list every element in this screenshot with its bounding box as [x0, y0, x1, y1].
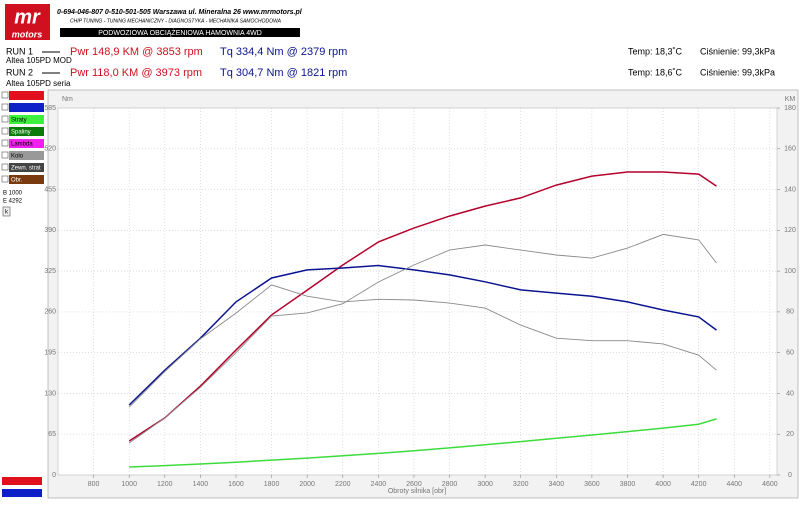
y-unit: Nm — [62, 96, 73, 103]
checkbox[interactable] — [1, 151, 9, 159]
y2-tick-label: 120 — [784, 227, 796, 234]
sidebar-label: Straty — [11, 118, 27, 124]
y2-tick-label: 80 — [786, 309, 794, 316]
run-torque: Tq 304,7 Nm @ 1821 rpm — [220, 67, 347, 79]
x-tick-label: 1400 — [193, 481, 209, 488]
x-tick-label: 2400 — [371, 481, 387, 488]
sidebar-label: Kolo — [11, 154, 24, 160]
y-tick-label: 65 — [48, 431, 56, 438]
services: CHIP TUNING - TUNING MECHANICZNY - DIAGN… — [70, 18, 282, 24]
y-tick-label: 130 — [44, 390, 56, 397]
x-tick-label: 3400 — [549, 481, 565, 488]
x-tick-label: 2000 — [299, 481, 315, 488]
checkbox[interactable] — [1, 115, 9, 123]
sidebar: Straty Spaliny Lambda Kolo Zewn. strat O… — [1, 91, 44, 497]
plot-area — [57, 107, 778, 476]
checkbox[interactable] — [1, 103, 9, 111]
run-label: RUN 1 — [6, 46, 33, 56]
x-tick-label: 1800 — [264, 481, 280, 488]
banner: PODWOZIOWA OBCIĄŻENIOWA HAMOWNIA 4WD — [98, 28, 262, 37]
run-temp: Temp: 18,6˚C — [628, 67, 683, 77]
series-line — [128, 171, 717, 442]
range-end: E 4292 — [3, 199, 23, 205]
run-car: Altea 105PD MOD — [6, 56, 72, 65]
run-swatch — [2, 489, 42, 497]
button[interactable] — [2, 206, 11, 217]
y2-unit: KM — [785, 96, 796, 103]
button-label[interactable]: k — [5, 210, 9, 216]
x-tick-label: 4600 — [762, 481, 778, 488]
x-tick-label: 800 — [88, 481, 100, 488]
x-tick-label: 4000 — [655, 481, 671, 488]
run-temp: Temp: 18,3˚C — [628, 46, 683, 56]
x-tick-label: 1600 — [228, 481, 244, 488]
x-tick-label: 2800 — [442, 481, 458, 488]
x-tick-label: 1200 — [157, 481, 173, 488]
run-pressure: Ciśnienie: 99,3kPa — [700, 67, 775, 77]
x-tick-label: 1000 — [121, 481, 137, 488]
x-tick-label: 3000 — [477, 481, 493, 488]
series-line — [129, 418, 717, 468]
run-power: Pwr 118,0 KM @ 3973 rpm — [70, 67, 202, 79]
series-swatch — [9, 163, 44, 172]
y-tick-label: 325 — [44, 268, 56, 275]
logo-bottom: motors — [12, 29, 43, 39]
sidebar-label: Lambda — [11, 142, 33, 148]
checkbox[interactable] — [1, 127, 9, 135]
series-swatch — [9, 139, 44, 148]
series-swatch — [9, 127, 44, 136]
sidebar-label: Spaliny — [11, 130, 31, 136]
run-car: Altea 105PD seria — [6, 79, 71, 88]
series-swatch — [9, 175, 44, 184]
y-tick-label: 455 — [44, 186, 56, 193]
checkbox[interactable] — [1, 91, 9, 99]
y2-tick-label: 140 — [784, 186, 796, 193]
y-tick-label: 195 — [44, 350, 56, 357]
checkbox[interactable] — [1, 163, 9, 171]
series-line — [128, 264, 717, 406]
range-begin: B 1000 — [3, 191, 23, 197]
run-label: RUN 2 — [6, 67, 33, 77]
y-tick-label: 390 — [44, 227, 56, 234]
series-swatch — [9, 91, 44, 100]
y2-tick-label: 60 — [786, 350, 794, 357]
x-axis-label: Obroty silnika [obr] — [388, 488, 446, 495]
series-line — [128, 233, 717, 444]
contact: 0-694-046-807 0-510-501-505 Warszawa ul.… — [57, 9, 303, 16]
y2-tick-label: 100 — [784, 268, 796, 275]
x-tick-label: 3800 — [620, 481, 636, 488]
y-tick-label: 260 — [44, 309, 56, 316]
x-tick-label: 3200 — [513, 481, 529, 488]
checkbox[interactable] — [1, 175, 9, 183]
x-tick-label: 2600 — [406, 481, 422, 488]
banner-bar — [60, 28, 300, 37]
logo-box — [5, 4, 50, 40]
y2-tick-label: 0 — [788, 472, 792, 479]
y2-tick-label: 180 — [784, 105, 796, 112]
y2-tick-label: 40 — [786, 390, 794, 397]
logo-top: mr — [14, 6, 41, 28]
x-tick-label: 2200 — [335, 481, 351, 488]
run-power: Pwr 148,9 KM @ 3853 rpm — [70, 46, 203, 58]
run-swatch — [2, 477, 42, 485]
y-tick-label: 585 — [44, 105, 56, 112]
sidebar-label: Obr. — [11, 178, 23, 184]
y2-tick-label: 160 — [784, 146, 796, 153]
run-pressure: Ciśnienie: 99,3kPa — [700, 46, 775, 56]
plot: 800 1000 1200 1400 1600 1800 2000 2200 2400 2600 2… — [44, 105, 796, 488]
series-swatch — [9, 115, 44, 124]
x-tick-label: 4400 — [726, 481, 742, 488]
series-swatch — [9, 151, 44, 160]
x-tick-label: 3600 — [584, 481, 600, 488]
checkbox[interactable] — [1, 139, 9, 147]
y2-tick-label: 20 — [786, 431, 794, 438]
series-line — [128, 284, 717, 408]
sidebar-label: Zewn. strat — [11, 166, 41, 172]
y-tick-label: 0 — [52, 472, 56, 479]
run-torque: Tq 334,4 Nm @ 2379 rpm — [220, 46, 347, 58]
series-swatch — [9, 103, 44, 112]
x-tick-label: 4200 — [691, 481, 707, 488]
y-tick-label: 520 — [44, 146, 56, 153]
